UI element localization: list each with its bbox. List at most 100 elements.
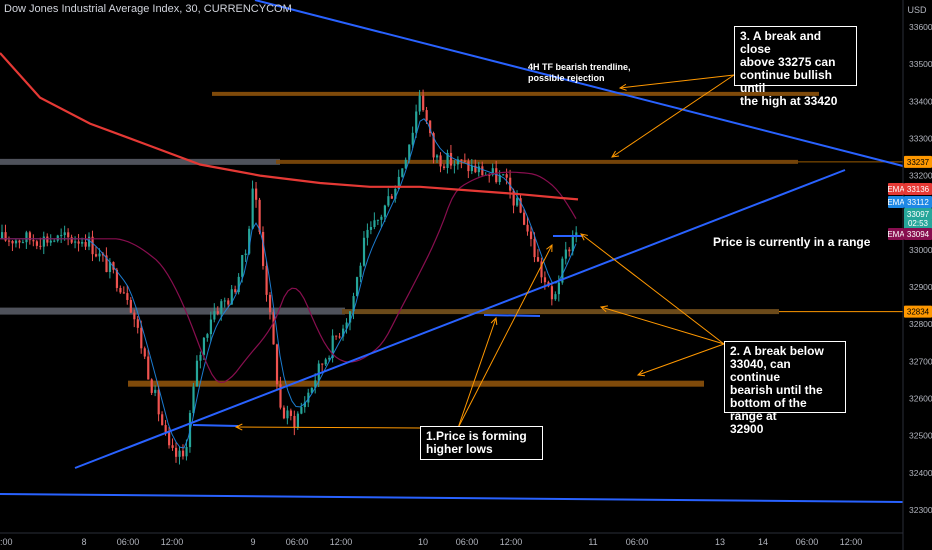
demand-zone [128,380,704,387]
arrow-to-range-low-head [580,233,588,241]
candle-body [53,240,56,242]
candle-body [446,152,449,168]
price-tick-label: 33400 [909,96,932,106]
candle-body [519,198,522,213]
ema-slow-line [0,52,579,201]
price-tick-label: 32300 [909,505,932,515]
low-marker-1 [192,424,239,427]
candle-body [171,445,174,448]
box2-line: bearish until the [730,383,823,397]
box1-line: 1.Price is forming [426,429,527,443]
candle-body [429,120,432,134]
candle-body [526,224,529,232]
time-tick-label: 06:00 [626,537,649,547]
candle-body [63,232,66,236]
candle-body [456,159,460,165]
candle-body [359,265,362,278]
candle-body [108,262,112,273]
arrow-to-resistance-head [611,150,620,158]
candle-body [49,240,52,243]
candle-body [488,174,491,176]
candle-body [390,196,393,199]
candle-body [143,348,146,357]
candle-body [307,392,310,403]
candle-body [557,282,560,295]
time-tick-label: 06:00 [796,537,819,547]
candle-body [244,253,247,256]
arrow-to-demand-head [636,369,646,377]
candle-body [18,240,21,243]
price-tick-label: 33200 [909,171,932,181]
price-tick-label: 32600 [909,394,932,404]
time-tick-label: 12:00 [161,537,184,547]
candle-body [241,255,244,277]
candle-body [376,219,380,221]
arrow-to-range-low [580,233,725,345]
candle-body [164,425,167,433]
candle-body [122,292,125,294]
box3-line: continue bullish until [740,68,832,95]
candle-body [432,133,435,158]
candle-body [275,344,279,385]
chart-title: Dow Jones Industrial Average Index, 30, … [4,3,292,15]
badge-ema-fast: 33112 [907,198,929,207]
candle-body [550,286,554,300]
candle-body [338,336,341,338]
candle-body [168,432,171,446]
time-tick-label: 14 [758,537,768,547]
candle-body [227,300,230,305]
candle-body [491,168,494,175]
badge-last-price-bg [904,208,932,220]
arrow-to-low-1 [235,426,421,429]
time-tick-label: 12:00 [840,537,863,547]
candle-body [192,386,195,414]
ema-layer [0,52,579,449]
badge-level-bottom-bg [904,305,932,318]
candle-body [495,168,498,183]
candle-body [380,216,383,220]
bullish-trendline [74,169,846,469]
candle-body [536,257,540,262]
candle-body [150,379,153,393]
candle-body [533,239,536,258]
candle-body [498,175,501,183]
candle-body [11,241,14,244]
high-zone [212,91,819,96]
badge-last-price: 33097 [907,210,930,219]
annotation-box-3: 3. A break and close above 33275 can con… [734,26,857,108]
candle-body [140,327,143,349]
badge-ema-slow-tag-bg [888,183,904,195]
candle-body [115,269,119,288]
candle-body [314,380,317,388]
candle-body [502,174,505,176]
arrow-to-support-head [599,305,608,313]
candle-body [349,311,352,323]
candle-body [439,155,442,167]
arrow-to-low-1-head [234,423,243,431]
candle-body [543,277,547,283]
candle-body [202,337,206,355]
candle-body [512,190,515,206]
candle-body [352,296,355,312]
candle-body [342,328,345,337]
candle-body [564,249,567,259]
price-tick-label: 32900 [909,282,932,292]
candle-body [230,289,233,305]
arrows-layer [234,74,735,431]
range-note: Price is currently in a range [713,235,871,249]
candle-body [213,311,216,320]
time-axis: :00 8 06:00 12:00 9 06:00 12:00 10 06:00 12:00 11 0… [0,537,862,547]
candle-body [425,110,428,121]
candle-body [199,354,202,361]
badge-level-top: 33237 [907,158,930,167]
time-tick-label: 11 [588,537,597,547]
arrow-to-low-2 [457,317,497,429]
trendlines-layer [0,0,904,503]
candle-body [529,231,533,240]
lower-trendline [0,493,904,503]
price-tick-label: 32700 [909,356,932,366]
candle-body [7,240,11,242]
candle-body [293,415,296,428]
candle-body [56,235,59,241]
candle-body [175,447,178,457]
